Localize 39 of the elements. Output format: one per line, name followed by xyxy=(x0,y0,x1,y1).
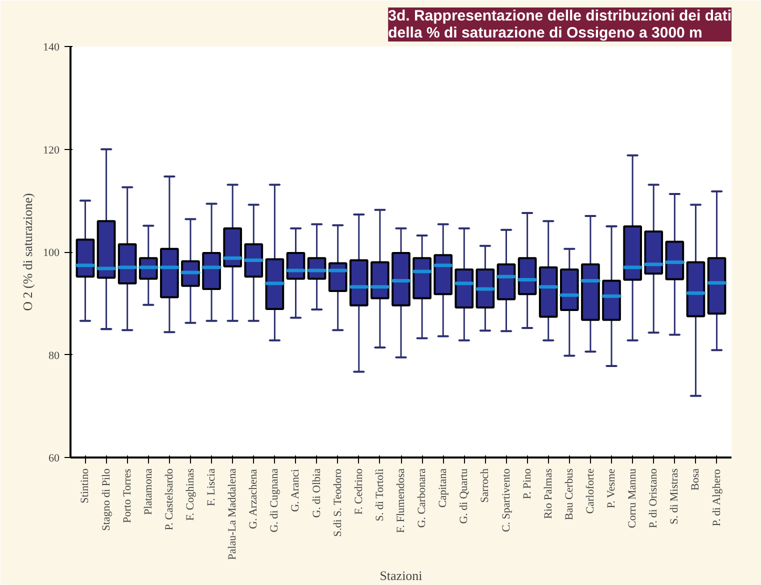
x-tick-label: G. Carbonara xyxy=(416,468,428,528)
x-tick-label: S.di S. Teodoro xyxy=(332,468,344,537)
x-tick-label: Porto Torres xyxy=(121,468,134,524)
x-tick-label: Sarroch xyxy=(479,468,492,503)
x-tick-label: P. di Alghero xyxy=(710,468,723,526)
x-tick-label: F. Liscia xyxy=(206,468,218,506)
x-tick-label: S. di Mistras xyxy=(668,468,681,524)
x-tick-label: Bau Cerbus xyxy=(563,468,576,520)
chart-title: 3d. Rappresentazione delle distribuzioni dei dati della % di saturazione di Ossigeno a 3000 m xyxy=(388,8,732,42)
x-tick-label: Palau-La Maddalena xyxy=(226,468,239,560)
x-tick-label: S. di Tortolì xyxy=(374,468,386,522)
y-tick-label: 100 xyxy=(43,247,60,259)
x-tick-label: Rio Palmas xyxy=(542,468,554,519)
x-tick-label: F. Flumendosa xyxy=(395,468,407,534)
x-tick-label: Corru Mannu xyxy=(626,468,639,528)
x-axis-title: Stazioni xyxy=(380,568,423,583)
y-axis-title: O 2 (% di saturazione) xyxy=(20,193,35,311)
y-tick-label: 140 xyxy=(43,42,60,54)
x-tick-label: Bosa xyxy=(690,468,702,490)
x-tick-label: Carloforte xyxy=(584,468,596,514)
x-tick-label: Stagno di Pilo xyxy=(100,468,112,531)
y-tick-label: 60 xyxy=(48,452,60,464)
x-tick-label: P. Vesme xyxy=(606,468,618,508)
x-tick-label: Stintino xyxy=(79,468,92,504)
x-tick-label: G. di Cugnana xyxy=(268,468,281,532)
x-tick-label: Capitana xyxy=(437,468,450,508)
x-tick-label: F. Coghinas xyxy=(184,468,196,521)
x-tick-label: G. di Olbia xyxy=(310,468,323,518)
x-tick-label: G. Arzachena xyxy=(248,468,260,529)
x-tick-label: Platamona xyxy=(142,468,154,515)
y-tick-label: 120 xyxy=(43,144,60,156)
x-tick-label: P. Castelsardo xyxy=(163,468,176,530)
x-tick-label: G. Aranci xyxy=(290,469,302,512)
x-tick-label: P. di Oristano xyxy=(648,468,660,528)
x-tick-label: F. Cedrino xyxy=(352,468,365,515)
y-tick-label: 80 xyxy=(48,350,60,362)
x-tick-label: G. di Quartu xyxy=(458,468,470,524)
x-tick-label: P. Pino xyxy=(521,468,534,500)
x-tick-label: C. Spartivento xyxy=(500,468,512,532)
